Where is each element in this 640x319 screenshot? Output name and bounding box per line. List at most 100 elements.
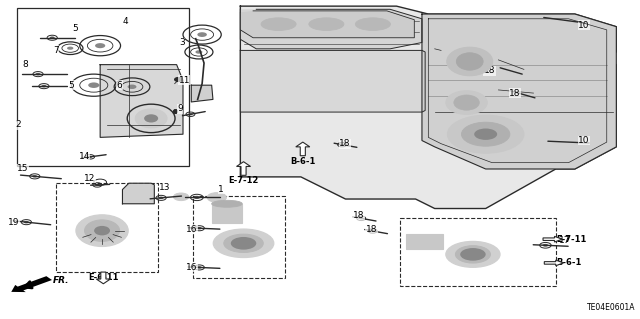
Circle shape [127,85,136,89]
Circle shape [95,43,105,48]
Polygon shape [422,14,616,169]
Text: B-6-1: B-6-1 [290,157,316,166]
Polygon shape [241,9,422,49]
Circle shape [461,122,510,146]
Circle shape [50,36,55,39]
Circle shape [196,227,202,229]
Ellipse shape [454,95,479,110]
Circle shape [173,193,189,201]
Text: 10: 10 [578,136,589,145]
Circle shape [195,50,202,54]
Text: 18: 18 [484,66,495,76]
Circle shape [506,69,510,71]
Text: 16: 16 [186,225,198,234]
Polygon shape [241,11,414,38]
Circle shape [175,78,182,81]
Circle shape [95,184,100,186]
Ellipse shape [309,18,344,31]
Text: 18: 18 [353,211,365,220]
Circle shape [196,266,202,269]
FancyArrow shape [543,236,562,242]
Ellipse shape [213,229,274,257]
Ellipse shape [76,215,128,247]
Text: 10: 10 [578,21,589,30]
Ellipse shape [446,91,487,115]
Text: 3: 3 [179,38,185,47]
Text: 19: 19 [8,218,19,227]
Text: E-6-11: E-6-11 [88,273,118,282]
Bar [17,8,189,166]
Ellipse shape [446,241,500,267]
Ellipse shape [261,18,296,31]
Ellipse shape [84,220,120,241]
Ellipse shape [224,234,263,252]
Ellipse shape [135,109,167,128]
Bar [399,218,556,286]
Circle shape [197,32,207,37]
Circle shape [231,237,256,250]
Circle shape [543,244,548,247]
FancyArrow shape [544,260,563,266]
Bar [193,196,285,278]
Text: 11: 11 [179,76,190,85]
Ellipse shape [447,47,493,76]
Circle shape [556,18,562,21]
Polygon shape [241,50,425,112]
FancyArrow shape [296,142,310,156]
Circle shape [340,144,344,146]
Text: 6: 6 [116,81,122,90]
Text: 7: 7 [53,46,59,55]
Ellipse shape [212,200,243,207]
Circle shape [35,73,40,75]
Circle shape [159,197,164,199]
Ellipse shape [94,226,110,235]
Text: E-7-12: E-7-12 [228,176,259,185]
Circle shape [207,193,227,202]
FancyArrow shape [237,162,250,175]
Bar [212,204,243,223]
Polygon shape [241,6,616,209]
Text: 4: 4 [123,18,129,26]
Ellipse shape [456,53,483,70]
Text: FR.: FR. [52,276,69,285]
Text: 8: 8 [22,60,28,69]
Circle shape [359,217,364,219]
Circle shape [67,47,74,50]
Ellipse shape [456,246,490,263]
Text: TE04E0601A: TE04E0601A [587,303,636,312]
Circle shape [88,82,99,88]
Circle shape [474,129,497,140]
Circle shape [371,230,375,232]
Polygon shape [191,85,213,102]
Text: 15: 15 [17,165,28,174]
Text: 13: 13 [159,183,171,192]
Text: 2: 2 [15,120,20,129]
Polygon shape [100,65,183,137]
Text: E-7-11: E-7-11 [556,235,586,244]
Bar [56,183,157,272]
Bar [406,234,443,249]
Circle shape [24,221,29,223]
Text: 1: 1 [218,185,224,194]
Ellipse shape [355,18,390,31]
FancyArrow shape [12,276,52,292]
Text: 9: 9 [177,104,183,113]
Circle shape [518,93,523,95]
FancyArrow shape [97,272,110,284]
Circle shape [447,115,524,153]
Text: 18: 18 [339,139,351,148]
Text: 18: 18 [509,89,521,98]
Text: 5: 5 [72,24,77,33]
Text: 18: 18 [366,225,378,234]
Polygon shape [122,183,154,204]
Ellipse shape [144,114,158,122]
Circle shape [559,140,565,143]
Text: 14: 14 [79,152,90,161]
Circle shape [188,113,193,115]
Circle shape [42,85,47,87]
Text: 16: 16 [186,263,198,271]
Circle shape [88,156,92,158]
Circle shape [460,248,486,261]
Circle shape [32,175,37,178]
Text: B-6-1: B-6-1 [556,258,581,267]
